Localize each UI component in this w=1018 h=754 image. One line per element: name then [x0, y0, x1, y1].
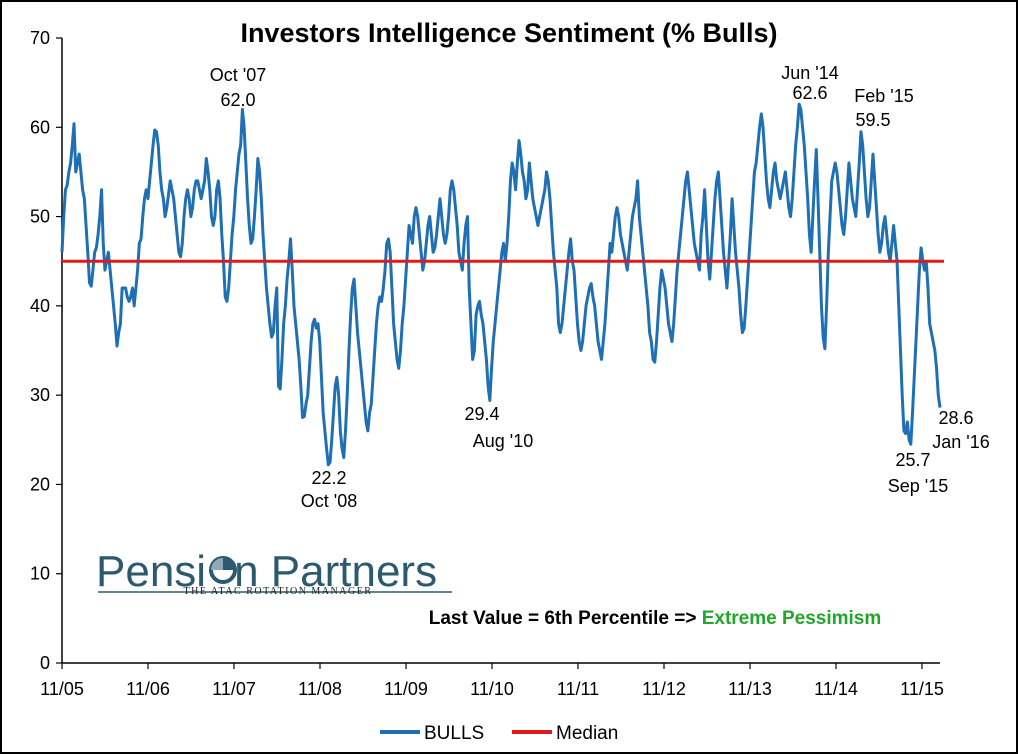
x-tick-label: 11/06 — [126, 679, 170, 699]
x-tick-label: 11/15 — [900, 679, 944, 699]
annotation-value: 62.6 — [792, 83, 827, 103]
legend-label-median: Median — [556, 723, 618, 744]
legend-label-bulls: BULLS — [424, 723, 484, 744]
annotation-value: 22.2 — [311, 468, 346, 488]
chart-title: Investors Intelligence Sentiment (% Bull… — [240, 18, 777, 48]
x-tick-label: 11/07 — [212, 679, 256, 699]
x-tick-label: 11/12 — [642, 679, 686, 699]
annotation-date: Feb '15 — [854, 86, 913, 106]
logo-name-part2: n Partners — [234, 547, 437, 596]
x-tick-label: 11/09 — [384, 679, 428, 699]
x-tick-label: 11/11 — [557, 679, 599, 699]
annotation-value: 29.4 — [464, 404, 499, 424]
y-tick-label: 40 — [30, 296, 50, 316]
chart-axes — [61, 38, 940, 664]
y-tick-label: 20 — [30, 474, 50, 494]
x-tick-label: 11/05 — [40, 679, 84, 699]
note-prefix: Last Value = 6th Percentile => — [429, 608, 697, 629]
x-tick-label: 11/14 — [814, 679, 858, 699]
annotation-value: 28.6 — [938, 408, 973, 428]
annotation-date: Jan '16 — [932, 432, 989, 452]
y-tick-label: 30 — [30, 385, 50, 405]
logo-name-part1: Pensi — [96, 547, 206, 596]
x-axis-ticks: 11/05 11/06 11/07 11/08 11/09 11/10 11/11 11/12… — [40, 663, 944, 699]
chart-annotations: Oct '07 62.0 22.2 Oct '08 29.4 Aug '10 Jun '14… — [210, 63, 990, 511]
y-tick-label: 50 — [30, 207, 50, 227]
logo-o-mark-icon — [209, 556, 237, 584]
y-tick-label: 60 — [30, 117, 50, 137]
y-tick-label: 70 — [30, 28, 50, 48]
percentile-note: Last Value = 6th Percentile => Extreme P… — [429, 608, 882, 629]
y-tick-label: 10 — [30, 564, 50, 584]
annotation-value: 59.5 — [855, 110, 890, 130]
note-highlight: Extreme Pessimism — [702, 608, 882, 629]
pension-partners-logo: Pensi n Partners THE ATAC ROTATION MANAGE… — [96, 547, 452, 597]
annotation-value: 62.0 — [220, 90, 255, 110]
annotation-date: Oct '07 — [210, 65, 266, 85]
annotation-date: Aug '10 — [473, 431, 534, 451]
x-tick-label: 11/13 — [728, 679, 772, 699]
series-line-bulls — [60, 102, 942, 467]
annotation-value: 25.7 — [895, 450, 930, 470]
x-tick-label: 11/10 — [470, 679, 514, 699]
y-tick-label: 0 — [40, 653, 50, 673]
annotation-date: Oct '08 — [301, 491, 357, 511]
annotation-date: Jun '14 — [781, 63, 838, 83]
x-tick-label: 11/08 — [298, 679, 342, 699]
annotation-date: Sep '15 — [888, 476, 949, 496]
y-axis-ticks: 0 10 20 30 40 50 60 70 — [30, 28, 62, 673]
chart-series — [60, 102, 944, 467]
logo-tagline: THE ATAC ROTATION MANAGER — [184, 586, 373, 597]
chart-legend: BULLS Median — [380, 723, 618, 744]
